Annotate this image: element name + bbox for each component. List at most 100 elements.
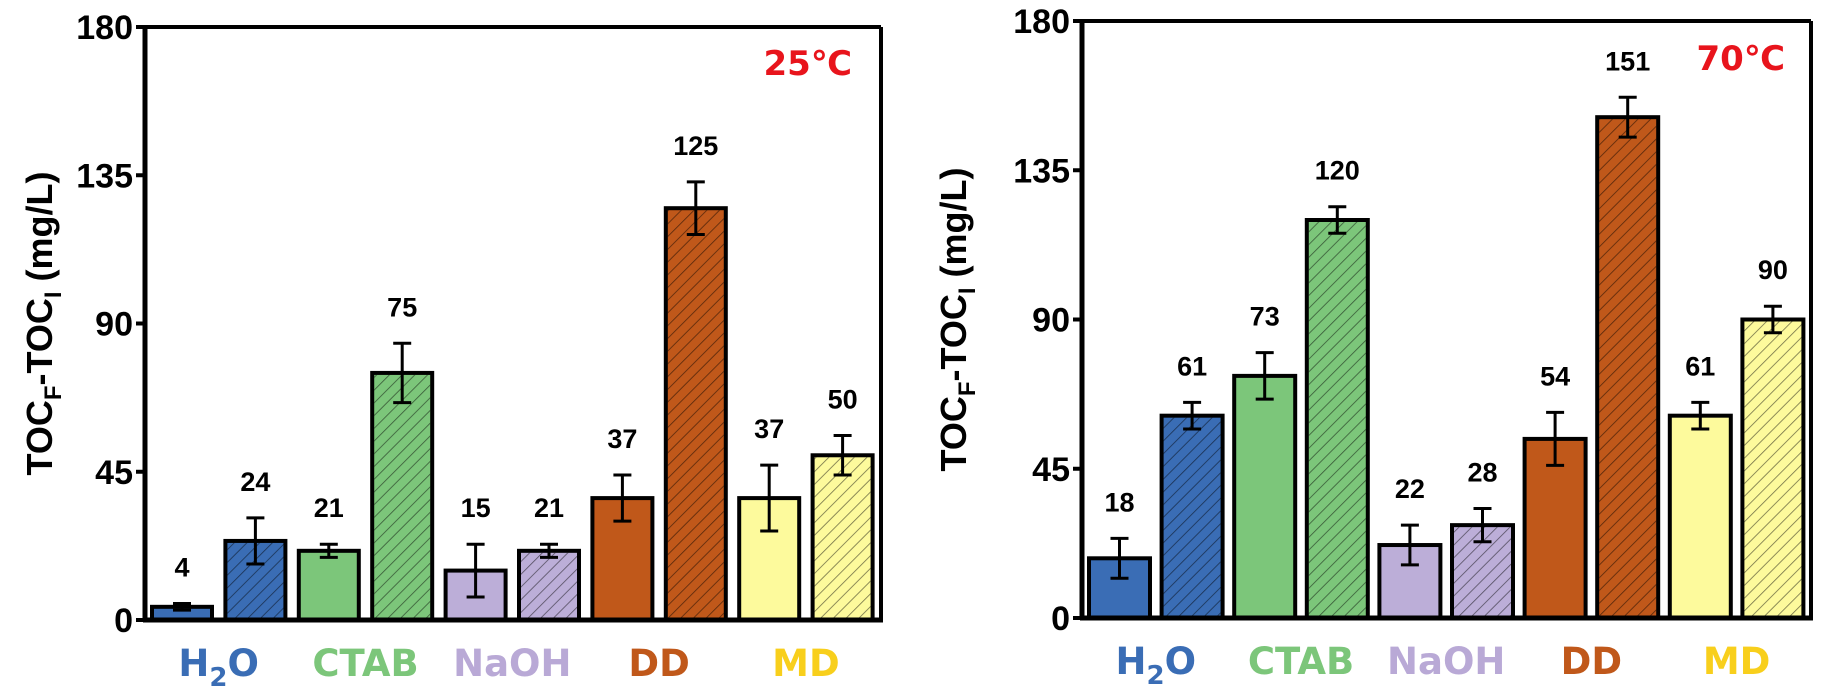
data-label: 24 xyxy=(240,467,270,497)
category-label-text: NaOH xyxy=(453,642,571,685)
category-label-dd: DD xyxy=(628,642,689,685)
data-label: 21 xyxy=(534,493,564,523)
bar-ctab-hatched: 120 xyxy=(1304,156,1370,620)
y-axis-label-part: TOC xyxy=(933,396,974,471)
temperature-label: 25℃ xyxy=(764,44,853,84)
y-tick-label: 45 xyxy=(1032,451,1070,489)
category-label-ctab: CTAB xyxy=(312,642,418,685)
bar-hatch xyxy=(1308,222,1366,616)
category-label-text: DD xyxy=(1561,640,1622,683)
bar-dd-solid: 37 xyxy=(590,424,655,623)
y-axis-label-part: (mg/L) xyxy=(19,172,60,292)
y-axis-label-subscript: I xyxy=(954,287,981,294)
bar-dd-solid: 54 xyxy=(1522,361,1588,620)
data-label: 4 xyxy=(174,553,189,583)
category-label-text: MD xyxy=(772,642,840,685)
bar-dd-hatched: 151 xyxy=(1595,46,1661,621)
data-label: 151 xyxy=(1605,46,1650,76)
y-axis-label-part: TOC xyxy=(19,400,60,475)
bar-fill xyxy=(1232,373,1298,620)
y-axis-label-part: (mg/L) xyxy=(933,168,974,288)
bar-hatch xyxy=(1744,321,1802,616)
bar-dd-hatched: 125 xyxy=(663,131,728,622)
bar-naoh-solid: 22 xyxy=(1377,474,1443,620)
bar-naoh-hatched: 21 xyxy=(517,493,581,622)
bar-h2o-hatched: 24 xyxy=(223,467,288,623)
bar-hatch xyxy=(814,457,871,618)
bar-md-hatched: 90 xyxy=(1740,255,1806,620)
y-axis-label-part: -TOC xyxy=(19,298,60,385)
bar-fill xyxy=(296,548,361,622)
bar-md-solid: 37 xyxy=(737,414,802,623)
y-tick-label: 135 xyxy=(1013,152,1070,190)
category-label-h2o: H2O xyxy=(1116,640,1197,691)
bar-hatch xyxy=(1599,119,1657,616)
category-label-text: CTAB xyxy=(312,642,418,685)
category-label-subscript: 2 xyxy=(1147,661,1165,691)
data-label: 120 xyxy=(1315,156,1360,186)
category-label-md: MD xyxy=(1703,640,1771,683)
bar-hatch xyxy=(374,374,431,618)
y-axis-label: TOCF-TOCI (mg/L) xyxy=(933,168,981,472)
y-tick-label: 0 xyxy=(114,602,133,640)
y-tick-label: 90 xyxy=(95,306,133,344)
category-label-ctab: CTAB xyxy=(1248,640,1354,683)
category-label-text: NaOH xyxy=(1387,640,1505,683)
category-label-naoh: NaOH xyxy=(1387,640,1505,683)
y-tick-label: 180 xyxy=(76,9,133,47)
data-label: 21 xyxy=(314,493,344,523)
data-label: 61 xyxy=(1177,351,1207,381)
bar-ctab-solid: 21 xyxy=(296,493,361,622)
data-label: 90 xyxy=(1758,255,1788,285)
data-label: 22 xyxy=(1395,474,1425,504)
data-label: 37 xyxy=(607,424,637,454)
data-label: 15 xyxy=(461,493,491,523)
bar-hatch xyxy=(667,210,724,618)
data-label: 28 xyxy=(1467,458,1497,488)
bar-fill xyxy=(1667,413,1733,620)
category-label-text: H xyxy=(1116,640,1147,683)
category-label-text: MD xyxy=(1703,640,1771,683)
y-tick-label: 135 xyxy=(76,157,133,195)
data-label: 75 xyxy=(387,292,417,322)
bar-ctab-hatched: 75 xyxy=(370,292,435,622)
bar-h2o-hatched: 61 xyxy=(1159,351,1225,620)
category-label-h2o: H2O xyxy=(178,642,259,693)
data-label: 73 xyxy=(1250,302,1280,332)
bar-h2o-solid: 18 xyxy=(1087,487,1152,620)
category-label-text: DD xyxy=(628,642,689,685)
bar-md-hatched: 50 xyxy=(810,385,875,622)
y-axis-label-subscript: F xyxy=(40,385,67,400)
bar-hatch xyxy=(1163,417,1221,616)
chart-panel-25c: 0 45 90 135 180 4 24 21 75 15 21 37 125 37 50 H2O CTAB Na… xyxy=(19,9,883,693)
data-label: 54 xyxy=(1540,361,1570,391)
category-label-naoh: NaOH xyxy=(453,642,571,685)
data-label: 61 xyxy=(1685,351,1715,381)
chart-panel-70c: 0 45 90 135 180 18 61 73 120 22 28 54 151 61 90 H2O CTAB… xyxy=(933,3,1813,691)
y-tick-label: 0 xyxy=(1051,600,1070,638)
y-axis-label-part: -TOC xyxy=(933,294,974,381)
bar-h2o-solid: 4 xyxy=(150,553,214,622)
bar-naoh-hatched: 28 xyxy=(1450,458,1515,621)
category-label-text: H xyxy=(178,642,209,685)
category-label-text: O xyxy=(1165,640,1196,683)
data-label: 125 xyxy=(673,131,718,161)
category-label-subscript: 2 xyxy=(209,663,227,693)
data-label: 37 xyxy=(754,414,784,444)
y-tick-label: 45 xyxy=(95,454,133,492)
y-tick-label: 90 xyxy=(1032,302,1070,340)
data-label: 18 xyxy=(1104,487,1134,517)
y-axis-label: TOCF-TOCI (mg/L) xyxy=(19,172,67,476)
bar-md-solid: 61 xyxy=(1667,351,1733,620)
category-label-text: O xyxy=(227,642,258,685)
category-label-text: CTAB xyxy=(1248,640,1354,683)
data-label: 50 xyxy=(828,385,858,415)
bar-ctab-solid: 73 xyxy=(1232,302,1298,620)
y-axis-label-subscript: F xyxy=(954,381,981,396)
y-tick-label: 180 xyxy=(1013,3,1070,41)
category-label-dd: DD xyxy=(1561,640,1622,683)
temperature-label: 70℃ xyxy=(1697,39,1786,79)
y-axis-label-subscript: I xyxy=(40,291,67,298)
bar-hatch xyxy=(521,552,577,618)
